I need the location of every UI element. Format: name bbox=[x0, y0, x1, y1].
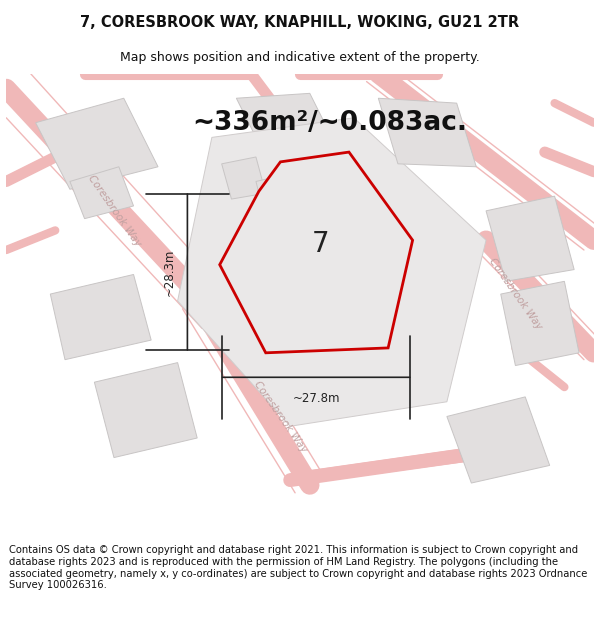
Polygon shape bbox=[379, 98, 476, 167]
Polygon shape bbox=[501, 281, 579, 366]
Polygon shape bbox=[94, 362, 197, 458]
Text: ~336m²/~0.083ac.: ~336m²/~0.083ac. bbox=[192, 110, 467, 136]
Text: Contains OS data © Crown copyright and database right 2021. This information is : Contains OS data © Crown copyright and d… bbox=[9, 546, 587, 590]
Text: Map shows position and indicative extent of the property.: Map shows position and indicative extent… bbox=[120, 51, 480, 64]
Polygon shape bbox=[236, 93, 339, 157]
Polygon shape bbox=[486, 196, 574, 281]
Polygon shape bbox=[447, 397, 550, 483]
Text: Coresbrook Way: Coresbrook Way bbox=[86, 173, 142, 248]
Polygon shape bbox=[50, 274, 151, 359]
Text: ~28.3m: ~28.3m bbox=[163, 248, 176, 296]
Polygon shape bbox=[256, 174, 298, 213]
Polygon shape bbox=[221, 157, 266, 199]
Polygon shape bbox=[220, 152, 413, 352]
Text: ~27.8m: ~27.8m bbox=[292, 392, 340, 405]
Text: 7, CORESBROOK WAY, KNAPHILL, WOKING, GU21 2TR: 7, CORESBROOK WAY, KNAPHILL, WOKING, GU2… bbox=[80, 14, 520, 29]
Polygon shape bbox=[70, 167, 134, 219]
Text: Coresbrook Way: Coresbrook Way bbox=[252, 379, 309, 454]
Polygon shape bbox=[178, 118, 486, 426]
Polygon shape bbox=[35, 98, 158, 189]
Text: Coresbrook Way: Coresbrook Way bbox=[487, 256, 544, 332]
Text: 7: 7 bbox=[311, 231, 329, 258]
